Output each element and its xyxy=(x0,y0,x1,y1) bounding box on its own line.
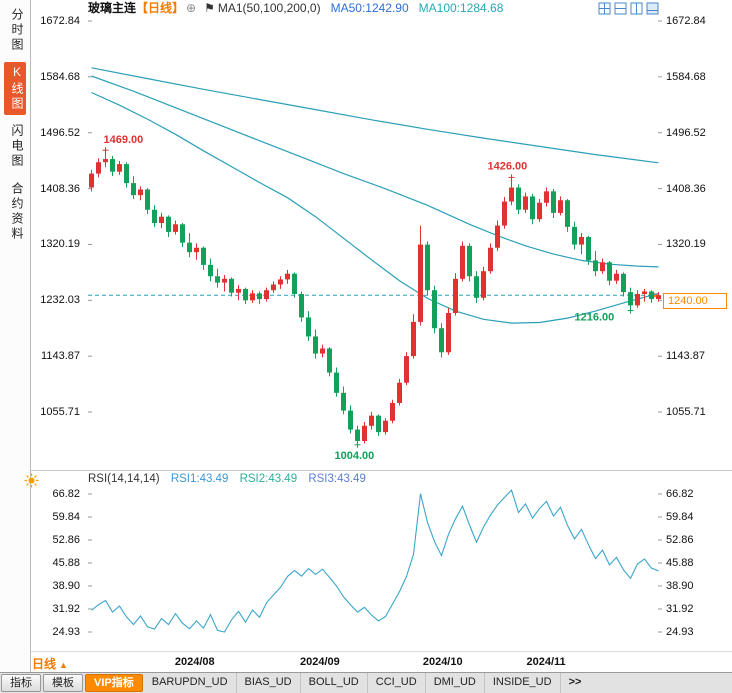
price-annotation: 1469.00 xyxy=(104,134,144,146)
tab-templates[interactable]: 模板 xyxy=(43,674,83,692)
axis-tick-label: 66.82 xyxy=(666,487,694,500)
tab-bias-ud[interactable]: BIAS_UD xyxy=(237,673,301,693)
axis-tick-label: 31.92 xyxy=(52,602,80,615)
period-label: 【日线】 xyxy=(136,1,185,15)
axis-tick-label: 1496.52 xyxy=(40,126,80,139)
axis-tick-label: 45.88 xyxy=(52,556,80,569)
indicator-flag-icon: ⚑ xyxy=(204,1,215,15)
axis-tick-label: 1232.03 xyxy=(40,294,80,307)
ma50-value: MA50:1242.90 xyxy=(330,1,409,15)
layout-grid-icon[interactable] xyxy=(598,2,611,15)
layout-toolbar xyxy=(598,2,659,15)
last-price-tag: 1240.00 xyxy=(663,293,727,309)
symbol-name: 玻璃主连 xyxy=(88,1,137,15)
axis-divider xyxy=(31,651,732,652)
axis-tick-label: 59.84 xyxy=(666,510,694,523)
axis-tick-label: 1055.71 xyxy=(666,406,706,419)
candlestick-chart[interactable]: 1469.00 1426.00 1216.00 1004.00 xyxy=(88,18,662,462)
axis-tick-label: 59.84 xyxy=(52,510,80,523)
ma-settings-label: MA1(50,100,200,0) xyxy=(217,1,321,15)
x-axis: 日线 ▲ 2024/08 2024/09 2024/10 2024/11 xyxy=(0,652,732,672)
axis-tick-label: 31.92 xyxy=(666,602,694,615)
chart-header: 玻璃主连【日线】 ⊕ ⚑ MA1(50,100,200,0) MA50:1242.90 M… xyxy=(31,0,732,18)
rsi2-value: RSI2:43.49 xyxy=(239,473,298,485)
ma100-value: MA100:1284.68 xyxy=(418,1,504,15)
axis-tick-label: 1320.19 xyxy=(666,238,706,251)
x-axis-month-label: 2024/08 xyxy=(174,656,215,668)
axis-tick-label: 1584.68 xyxy=(40,70,80,83)
tab-dmi-ud[interactable]: DMI_UD xyxy=(426,673,485,693)
axis-tick-label: 1408.36 xyxy=(40,182,80,195)
axis-tick-label: 1143.87 xyxy=(666,350,705,363)
y-axis-left: 1672.84 1584.68 1496.52 1408.36 1320.19 1232.… xyxy=(28,0,84,652)
axis-tick-label: 1055.71 xyxy=(40,406,80,419)
axis-tick-label: 1672.84 xyxy=(666,15,706,28)
sidebar-item-time-chart[interactable]: 分时图 xyxy=(10,8,24,53)
x-axis-month-label: 2024/11 xyxy=(526,656,566,668)
price-annotation: 1004.00 xyxy=(335,450,375,460)
rsi-settings-label: RSI(14,14,14) xyxy=(88,473,160,485)
sun-icon[interactable] xyxy=(24,473,39,488)
rsi-header: RSI(14,14,14) RSI1:43.49 RSI2:43.49 RSI3… xyxy=(88,471,366,487)
tab-barupdn-ud[interactable]: BARUPDN_UD xyxy=(144,673,237,693)
indicator-tab-bar: 指标 模板 VIP指标 BARUPDN_UD BIAS_UD BOLL_UD C… xyxy=(0,672,732,693)
tab-boll-ud[interactable]: BOLL_UD xyxy=(301,673,368,693)
sidebar-item-contract-info[interactable]: 合约资料 xyxy=(10,182,24,242)
price-annotation: 1426.00 xyxy=(488,160,528,172)
sidebar-item-flash-chart[interactable]: 闪电图 xyxy=(10,124,24,169)
axis-tick-label: 52.86 xyxy=(52,533,80,546)
ma-line-ma200 xyxy=(91,67,659,164)
axis-tick-label: 38.90 xyxy=(52,579,80,592)
axis-tick-label: 1672.84 xyxy=(40,15,80,28)
x-axis-month-label: 2024/10 xyxy=(422,656,463,668)
sidebar: 分时图 K线图 闪电图 合约资料 xyxy=(0,0,31,672)
sidebar-item-kline-chart[interactable]: K线图 xyxy=(4,62,26,115)
layout-vsplit-icon[interactable] xyxy=(630,2,643,15)
period-selector-label: 日线 xyxy=(32,657,57,671)
ma-line-ma50 xyxy=(91,91,659,324)
axis-tick-label: 24.93 xyxy=(666,625,694,638)
tab-more[interactable]: >> xyxy=(568,676,582,688)
tab-cci-ud[interactable]: CCI_UD xyxy=(368,673,426,693)
axis-tick-label: 66.82 xyxy=(52,487,80,500)
axis-tick-label: 24.93 xyxy=(52,625,80,638)
tab-vip-indicators[interactable]: VIP指标 xyxy=(85,674,143,692)
price-annotation: 1216.00 xyxy=(575,311,615,323)
axis-tick-label: 1143.87 xyxy=(41,350,80,363)
ma-line-ma100 xyxy=(91,75,659,268)
tab-indicators[interactable]: 指标 xyxy=(1,674,41,692)
period-selector[interactable]: 日线 ▲ xyxy=(32,655,68,672)
circle-plus-icon[interactable]: ⊕ xyxy=(186,1,197,15)
axis-tick-label: 38.90 xyxy=(666,579,694,592)
axis-tick-label: 52.86 xyxy=(666,533,694,546)
rsi-chart[interactable] xyxy=(88,488,662,648)
tab-inside-ud[interactable]: INSIDE_UD xyxy=(485,673,561,693)
axis-tick-label: 1408.36 xyxy=(666,182,706,195)
rsi3-value: RSI3:43.49 xyxy=(308,473,366,485)
panel-divider xyxy=(31,470,732,471)
layout-main-sub-icon[interactable] xyxy=(646,2,659,15)
rsi1-value: RSI1:43.49 xyxy=(170,473,229,485)
axis-tick-label: 1320.19 xyxy=(40,238,80,251)
triangle-up-icon: ▲ xyxy=(59,660,68,670)
rsi-line xyxy=(91,489,659,633)
layout-hsplit-icon[interactable] xyxy=(614,2,627,15)
axis-tick-label: 1584.68 xyxy=(666,70,706,83)
axis-tick-label: 45.88 xyxy=(666,556,694,569)
y-axis-right: 1672.841584.681496.521408.361320.191232.… xyxy=(664,0,720,652)
axis-tick-label: 1496.52 xyxy=(666,126,706,139)
x-axis-month-label: 2024/09 xyxy=(300,656,340,668)
